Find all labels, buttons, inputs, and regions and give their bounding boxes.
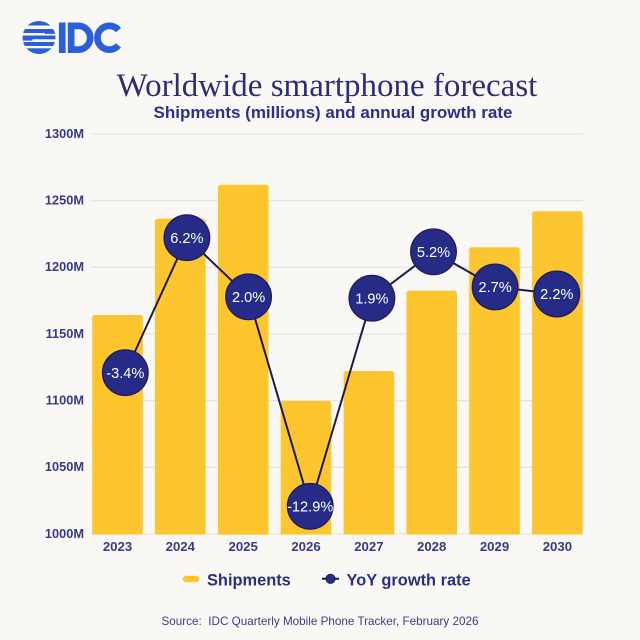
svg-text:1250M: 1250M (45, 193, 84, 208)
svg-text:1050M: 1050M (45, 459, 84, 474)
svg-text:YoY growth rate: YoY growth rate (347, 572, 471, 590)
svg-text:1150M: 1150M (46, 326, 84, 341)
svg-text:1100M: 1100M (46, 393, 84, 408)
svg-text:2023: 2023 (103, 539, 132, 554)
svg-text:2025: 2025 (229, 539, 258, 554)
svg-text:-3.4%: -3.4% (106, 366, 144, 382)
svg-text:2027: 2027 (354, 539, 383, 554)
svg-text:2026: 2026 (291, 539, 320, 554)
svg-text:-12.9%: -12.9% (287, 500, 333, 516)
svg-text:2028: 2028 (417, 539, 446, 554)
svg-text:1000M: 1000M (45, 526, 84, 541)
svg-text:Shipments: Shipments (207, 572, 291, 590)
svg-text:2.7%: 2.7% (478, 280, 511, 296)
svg-text:1200M: 1200M (45, 259, 84, 274)
svg-text:2.2%: 2.2% (540, 287, 573, 303)
svg-text:2024: 2024 (166, 539, 196, 554)
svg-text:2030: 2030 (543, 539, 572, 554)
svg-text:1.9%: 1.9% (355, 291, 388, 307)
svg-text:5.2%: 5.2% (417, 245, 450, 261)
svg-text:1300M: 1300M (45, 126, 84, 141)
svg-text:2029: 2029 (480, 539, 509, 554)
svg-text:6.2%: 6.2% (170, 231, 203, 247)
svg-text:2.0%: 2.0% (232, 290, 265, 306)
